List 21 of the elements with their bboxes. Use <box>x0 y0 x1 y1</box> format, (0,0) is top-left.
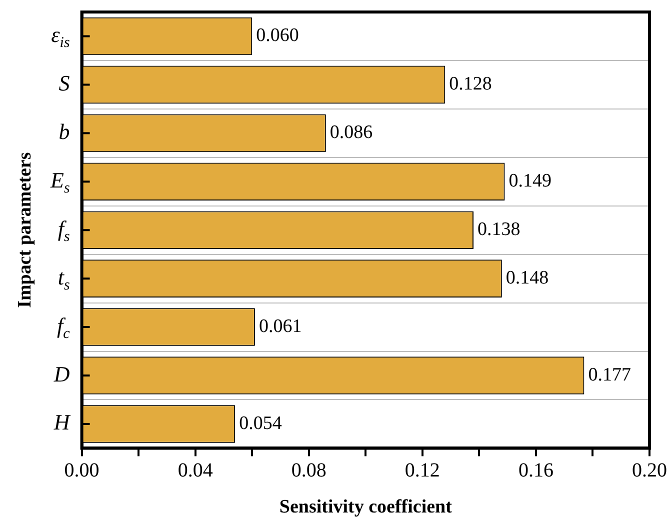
x-tick-label: 0.04 <box>178 459 213 482</box>
y-tick-label: b <box>58 118 70 144</box>
data-label: 0.061 <box>258 316 302 338</box>
x-axis-title: Sensitivity coefficient <box>279 496 453 518</box>
data-label: 0.177 <box>588 364 631 386</box>
data-label: 0.060 <box>256 25 299 46</box>
data-label: 0.086 <box>330 122 373 144</box>
x-tick-label: 0.16 <box>518 459 554 482</box>
y-axis-title: Impact parameters <box>14 152 36 308</box>
x-tick-label: 0.20 <box>632 459 667 482</box>
data-label: 0.149 <box>508 170 552 192</box>
y-tick-label: S <box>58 70 70 96</box>
data-label: 0.148 <box>506 268 549 289</box>
x-tick-label: 0.08 <box>291 459 326 482</box>
y-tick-label: D <box>52 361 70 386</box>
x-tick-label: 0.12 <box>404 459 440 482</box>
data-label: 0.128 <box>449 74 492 95</box>
data-label: 0.054 <box>239 412 282 434</box>
x-tick-label: 0.00 <box>64 459 100 482</box>
y-tick-label: H <box>52 410 71 435</box>
data-label: 0.138 <box>478 219 520 240</box>
